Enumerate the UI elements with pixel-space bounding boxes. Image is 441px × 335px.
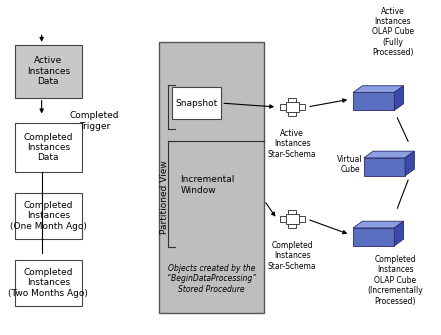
Bar <box>285 214 299 224</box>
Bar <box>288 224 296 228</box>
Bar <box>15 193 82 239</box>
Bar <box>280 216 285 222</box>
Polygon shape <box>364 158 405 176</box>
Text: Completed
Instances
(Two Months Ago): Completed Instances (Two Months Ago) <box>8 268 88 298</box>
Bar <box>172 87 221 120</box>
Text: Objects created by the
“BeginDataProcessing”
Stored Procedure: Objects created by the “BeginDataProcess… <box>167 264 256 294</box>
Bar <box>288 112 296 116</box>
Bar <box>299 216 305 222</box>
Text: Completed
Instances
OLAP Cube
(Incrementally
Processed): Completed Instances OLAP Cube (Increment… <box>367 255 423 306</box>
Text: Partitioned View: Partitioned View <box>160 160 169 234</box>
Text: Active
Instances
Star-Schema: Active Instances Star-Schema <box>268 129 316 158</box>
Bar <box>15 45 82 97</box>
Polygon shape <box>353 221 404 228</box>
Polygon shape <box>353 92 394 111</box>
Text: Active
Instances
Data: Active Instances Data <box>27 56 70 86</box>
Bar <box>285 102 299 112</box>
Bar <box>288 98 296 102</box>
Text: Completed
Instances
Data: Completed Instances Data <box>23 133 73 162</box>
Bar <box>288 210 296 214</box>
Text: Completed
Instances
Star-Schema: Completed Instances Star-Schema <box>268 241 316 271</box>
Polygon shape <box>394 86 404 111</box>
Polygon shape <box>353 228 394 246</box>
Text: Snapshot: Snapshot <box>176 98 218 108</box>
Bar <box>15 260 82 306</box>
Text: Completed
Instances
(One Month Ago): Completed Instances (One Month Ago) <box>10 201 87 231</box>
Bar <box>280 105 285 110</box>
Polygon shape <box>405 151 415 176</box>
Polygon shape <box>364 151 415 158</box>
Text: Virtual
Cube: Virtual Cube <box>337 155 363 174</box>
Bar <box>299 105 305 110</box>
Bar <box>159 42 264 313</box>
Polygon shape <box>353 86 404 92</box>
Text: Active
Instances
OLAP Cube
(Fully
Processed): Active Instances OLAP Cube (Fully Proces… <box>372 7 414 57</box>
Bar <box>15 123 82 173</box>
Polygon shape <box>394 221 404 246</box>
Text: Incremental
Window: Incremental Window <box>180 175 235 195</box>
Text: Completed
Trigger: Completed Trigger <box>70 111 119 131</box>
